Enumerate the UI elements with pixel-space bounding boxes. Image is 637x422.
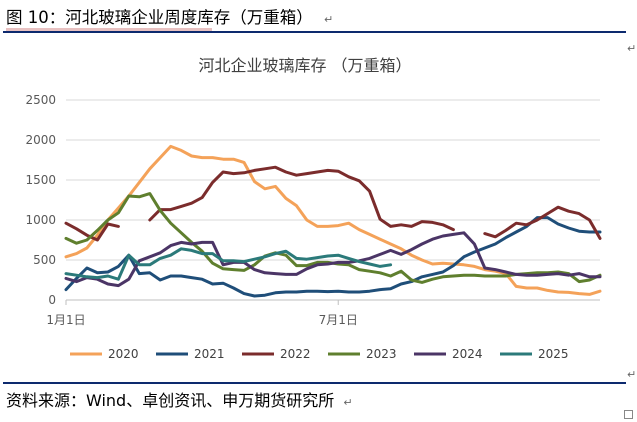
y-tick-label-0: 0 bbox=[48, 293, 56, 307]
series-line-2023 bbox=[64, 192, 602, 284]
y-axis-labels: 0 500 1000 1500 2000 2500 bbox=[25, 93, 56, 307]
legend-label-2025: 2025 bbox=[538, 347, 569, 361]
chart-title: 河北企业玻璃库存 （万重箱） bbox=[198, 56, 411, 75]
bottom-rule bbox=[3, 382, 626, 384]
figure-title-underline bbox=[6, 28, 212, 31]
gridlines bbox=[66, 99, 600, 301]
chart: 河北企业玻璃库存 （万重箱） 0 500 1000 1500 2000 2500 1月1日… bbox=[25, 56, 602, 361]
legend-label-2022: 2022 bbox=[280, 347, 311, 361]
series-line-2022 bbox=[64, 165, 602, 242]
para-mark-right: ↵ bbox=[627, 42, 637, 55]
legend: 2020 2021 2022 2023 2024 2025 bbox=[70, 347, 569, 361]
source-text: 资料来源：Wind、卓创资讯、申万期货研究所 bbox=[6, 391, 335, 410]
legend-label-2024: 2024 bbox=[452, 347, 483, 361]
series-lines bbox=[64, 144, 602, 298]
top-rule bbox=[3, 31, 626, 33]
source-note: 资料来源：Wind、卓创资讯、申万期货研究所 ↵ bbox=[6, 391, 353, 413]
figure-title-para-mark: ↵ bbox=[324, 13, 334, 26]
figure-title: 图 10：河北玻璃企业周度库存（万重箱） ↵ bbox=[6, 8, 334, 31]
y-tick-label-2500: 2500 bbox=[25, 93, 56, 107]
y-tick-label-1000: 1000 bbox=[25, 213, 56, 227]
x-axis-labels: 1月1日 7月1日 bbox=[46, 300, 358, 327]
legend-label-2023: 2023 bbox=[366, 347, 397, 361]
y-tick-label-1500: 1500 bbox=[25, 173, 56, 187]
y-tick-label-2000: 2000 bbox=[25, 133, 56, 147]
y-tick-label-500: 500 bbox=[33, 253, 56, 267]
series-line-2020 bbox=[64, 144, 602, 296]
legend-label-2020: 2020 bbox=[108, 347, 139, 361]
legend-label-2021: 2021 bbox=[194, 347, 225, 361]
x-tick-label-1: 7月1日 bbox=[319, 313, 358, 327]
series-line-2024 bbox=[64, 231, 602, 288]
x-tick-label-0: 1月1日 bbox=[46, 313, 85, 327]
para-mark-right-bottom: ↵ bbox=[627, 368, 637, 381]
source-para-mark: ↵ bbox=[343, 396, 353, 409]
series-line-2025 bbox=[64, 247, 393, 281]
figure-title-text: 图 10：河北玻璃企业周度库存（万重箱） bbox=[6, 8, 313, 27]
corner-box-mark bbox=[624, 410, 633, 419]
series-line-2021 bbox=[64, 216, 602, 298]
